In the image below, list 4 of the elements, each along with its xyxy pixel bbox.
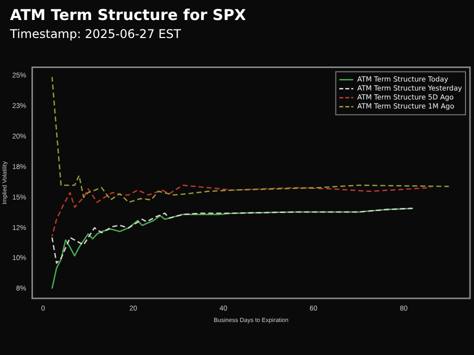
line-series [51, 184, 432, 237]
line-series [51, 208, 414, 264]
chart-subtitle: Timestamp: 2025-06-27 EST [10, 27, 181, 41]
chart-title: ATM Term Structure for SPX [10, 6, 246, 24]
